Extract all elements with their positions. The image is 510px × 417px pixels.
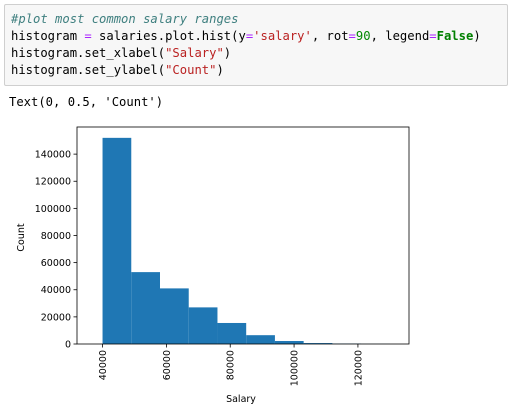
x-tick-label: 120000 (353, 350, 364, 386)
code-token: salaries.plot.hist(y (92, 29, 246, 43)
code-token: "Salary" (165, 46, 224, 60)
code-line: histogram.set_xlabel("Salary") (11, 46, 231, 60)
code-line: histogram = salaries.plot.hist(y='salary… (11, 29, 481, 43)
code-token: ) (224, 46, 231, 60)
code-token: , legend (371, 29, 430, 43)
cell-output-text: Text(0, 0.5, 'Count') (9, 94, 163, 111)
histogram-bar (160, 288, 189, 344)
code-token: histogram (11, 29, 84, 43)
code-line: histogram.set_ylabel("Count") (11, 63, 224, 77)
histogram-bar (275, 341, 304, 344)
x-tick-label: 60000 (162, 350, 173, 380)
code-input-cell[interactable]: #plot most common salary ranges histogra… (4, 4, 508, 86)
y-tick-label: 60000 (41, 258, 71, 269)
code-token: False (437, 29, 474, 43)
code-token: ) (473, 29, 480, 43)
histogram-bar (217, 323, 246, 344)
x-axis-label: Salary (226, 394, 256, 405)
x-tick-label: 100000 (289, 350, 300, 386)
histogram-bar (246, 335, 275, 344)
x-tick-label: 80000 (226, 350, 237, 380)
code-token: "Count" (165, 63, 216, 77)
y-tick-label: 40000 (41, 285, 71, 296)
histogram-bar (189, 307, 218, 344)
histogram-bar (131, 272, 160, 344)
y-tick-label: 20000 (41, 312, 71, 323)
x-tick-label: 40000 (98, 350, 109, 380)
code-token: 'salary' (253, 29, 312, 43)
code-token: = (84, 29, 91, 43)
code-token: ) (216, 63, 223, 77)
code-token: histogram.set_xlabel( (11, 46, 165, 60)
code-token: #plot most common salary ranges (11, 12, 238, 26)
code-token: histogram.set_ylabel( (11, 63, 165, 77)
code-token: , rot (312, 29, 349, 43)
y-axis-label: Count (16, 223, 27, 251)
code-token: = (349, 29, 356, 43)
code-token: = (429, 29, 436, 43)
histogram-chart: 0 20000 40000 60000 80000 100000 120000 140000 4… (0, 115, 510, 413)
histogram-svg: 0 20000 40000 60000 80000 100000 120000 140000 4… (0, 115, 510, 413)
y-tick-label: 100000 (35, 204, 71, 215)
y-tick-label: 140000 (35, 150, 71, 161)
histogram-bar (103, 138, 132, 344)
code-editor[interactable]: #plot most common salary ranges histogra… (11, 11, 481, 79)
y-tick-label: 0 (65, 339, 71, 350)
code-token: 90 (356, 29, 371, 43)
code-line: #plot most common salary ranges (11, 12, 238, 26)
y-tick-label: 120000 (35, 177, 71, 188)
y-tick-label: 80000 (41, 231, 71, 242)
